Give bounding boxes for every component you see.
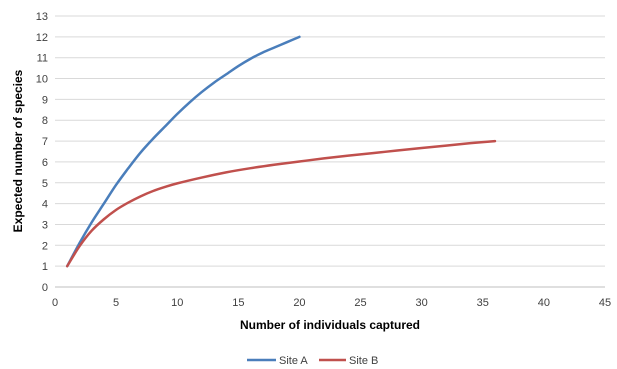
y-tick-label: 0 [42, 282, 48, 294]
y-tick-label: 13 [36, 11, 48, 23]
x-tick-label: 5 [113, 297, 119, 309]
y-tick-label: 3 [42, 219, 48, 231]
x-tick-label: 25 [354, 297, 366, 309]
x-tick-label: 15 [232, 297, 244, 309]
x-tick-label: 20 [293, 297, 305, 309]
series-line-site-a [65, 35, 301, 268]
legend-label-site-a: Site A [279, 355, 308, 367]
y-tick-label: 4 [42, 199, 48, 211]
y-tick-label: 5 [42, 178, 48, 190]
series-layer [65, 35, 497, 268]
y-tick-label: 10 [36, 74, 48, 86]
y-tick-label: 11 [37, 53, 48, 65]
series-line-site-b [65, 139, 497, 268]
gridlines [55, 15, 605, 267]
y-tick-label: 6 [42, 157, 48, 169]
x-tick-label: 35 [477, 297, 489, 309]
legend-label-site-b: Site B [349, 355, 378, 367]
y-tick-label: 2 [42, 240, 48, 252]
x-tick-label: 30 [416, 297, 428, 309]
x-axis-title: Number of individuals captured [240, 318, 420, 332]
x-tick-label: 10 [171, 297, 183, 309]
x-tick-label: 45 [599, 297, 611, 309]
y-tick-label: 1 [42, 261, 48, 273]
x-tick-labels: 0 5 10 15 20 25 30 35 40 45 [52, 297, 611, 309]
y-tick-label: 8 [42, 115, 48, 127]
legend: Site A Site B [247, 355, 378, 367]
y-tick-label: 9 [42, 94, 48, 106]
y-axis-title: Expected number of species [11, 69, 25, 232]
y-tick-label: 7 [42, 136, 48, 148]
x-tick-label: 40 [538, 297, 550, 309]
x-tick-label: 0 [52, 297, 58, 309]
y-tick-label: 12 [36, 32, 48, 44]
